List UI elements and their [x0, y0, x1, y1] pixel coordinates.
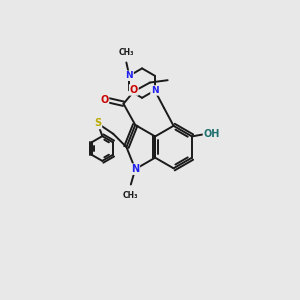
- Text: N: N: [125, 71, 133, 80]
- Text: N: N: [131, 164, 139, 174]
- Text: CH₃: CH₃: [123, 191, 139, 200]
- Text: OH: OH: [203, 129, 220, 139]
- Text: S: S: [94, 118, 101, 128]
- Text: O: O: [130, 85, 138, 95]
- Text: N: N: [151, 86, 159, 95]
- Text: O: O: [100, 95, 109, 105]
- Text: CH₃: CH₃: [118, 48, 134, 57]
